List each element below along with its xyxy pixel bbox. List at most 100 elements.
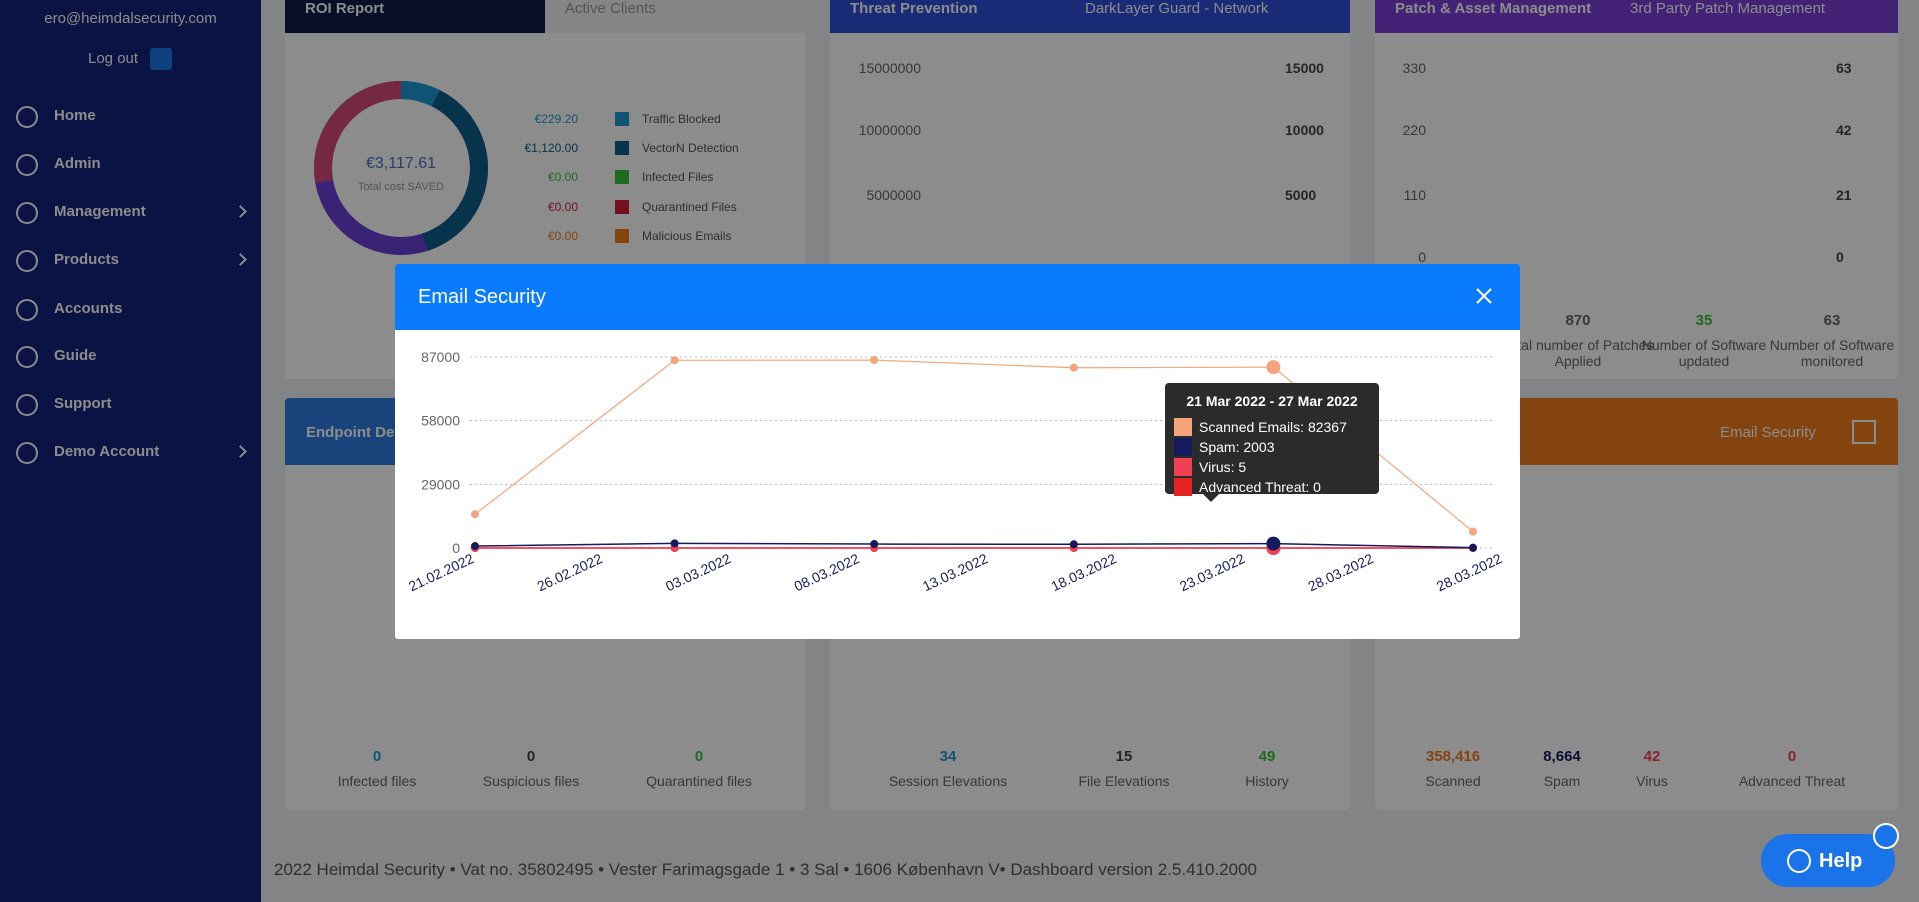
user-email: ero@heimdalsecurity.com (44, 10, 217, 27)
nav-text: Admin (54, 155, 101, 172)
nav-icon (16, 442, 38, 464)
stat: 49 History (1187, 748, 1347, 789)
chart: 0 29000 58000 87000 21.02.2022 26.02.2022 03.0… (406, 349, 1504, 594)
data-point (670, 539, 679, 548)
nav-text: Home (54, 107, 96, 124)
nav-item[interactable]: Guide (0, 336, 261, 376)
y2-tick-label: 42 (1836, 122, 1852, 138)
nav-item[interactable]: Admin (0, 144, 261, 184)
data-point (471, 510, 479, 519)
nav-text: Accounts (54, 300, 123, 317)
stat-label: Suspicious files (482, 773, 580, 789)
legend-swatch (615, 200, 629, 214)
help-close[interactable] (1873, 823, 1899, 849)
nav-item[interactable]: Support (0, 384, 261, 424)
data-point (1266, 536, 1281, 551)
donut-ring (314, 81, 488, 255)
tooltip-swatch (1174, 418, 1192, 436)
nav-text: Guide (54, 347, 97, 364)
dropdown[interactable]: 3rd Party Patch Management (1630, 0, 1826, 17)
nav-icon (16, 106, 38, 128)
help-icon (1787, 849, 1811, 873)
x-tick-label: 18.03.2022 (1048, 550, 1118, 594)
tooltip-row: Virus: 5 (1199, 459, 1246, 475)
nav-item[interactable]: Products (0, 240, 261, 280)
card-title: Patch & Asset Management (1395, 0, 1592, 17)
y-tick-label: 29000 (421, 476, 460, 492)
roi-total: €3,117.61 (366, 155, 436, 172)
data-point (1069, 363, 1078, 372)
logout-icon[interactable] (150, 48, 172, 70)
stat: 0 Suspicious files (451, 748, 611, 789)
tooltip-row: Spam: 2003 (1199, 439, 1275, 455)
nav-item[interactable]: Accounts (0, 289, 261, 329)
nav-icon (16, 250, 38, 272)
stat-label: History (1245, 773, 1289, 789)
stat: 870 Total number of Patches Applied (1498, 312, 1658, 369)
tooltip-row: Advanced Threat: 0 (1199, 479, 1321, 495)
y2-tick-label: 15000 (1285, 60, 1324, 76)
x-tick-label: 03.03.2022 (663, 550, 733, 594)
stat: 35 Number of Software updated (1624, 312, 1784, 369)
stat-value: 0 (372, 748, 382, 765)
y-tick-label: 87000 (421, 349, 460, 365)
legend-value: €1,120.00 (524, 141, 578, 155)
tooltip-swatch (1174, 458, 1192, 476)
legend-label: VectorN Detection (642, 141, 739, 155)
stat-value: 8,664 (1543, 748, 1581, 765)
expand-icon[interactable] (1852, 420, 1876, 444)
y-tick-label: 220 (1402, 122, 1426, 138)
nav-item[interactable]: Home (0, 96, 261, 136)
stat-label: Scanned (1425, 773, 1481, 789)
data-point (870, 540, 879, 549)
x-tick-label: 28.03.2022 (1305, 550, 1375, 594)
stat-label: Virus (1636, 773, 1668, 789)
dropdown[interactable]: Email Security (1720, 424, 1816, 441)
stat: 0 Quarantined files (619, 748, 779, 789)
dropdown[interactable]: DarkLayer Guard - Network (1085, 0, 1269, 17)
close-button[interactable] (1475, 287, 1493, 305)
stat-label: Infected files (337, 773, 417, 789)
modal-title: Email Security (418, 286, 546, 308)
data-point (1266, 360, 1281, 375)
nav-item[interactable]: Demo Account (0, 432, 261, 472)
y-tick-label: 330 (1402, 60, 1426, 76)
stat: 15 File Elevations (1044, 748, 1204, 789)
nav-icon (16, 394, 38, 416)
stat-value: 35 (1695, 312, 1713, 329)
x-tick-label: 28.03.2022 (1434, 550, 1504, 594)
tab[interactable]: ROI Report (305, 0, 385, 17)
legend-value: €0.00 (547, 229, 578, 243)
help-button[interactable]: Help (1761, 823, 1899, 887)
legend-swatch (615, 112, 629, 126)
roi-donut: €3,117.61 Total cost SAVED (314, 81, 488, 255)
nav-icon (16, 299, 38, 321)
help-text: Help (1819, 850, 1863, 872)
y-tick-label: 58000 (421, 413, 460, 429)
nav-text: Support (54, 395, 112, 412)
y2-tick-label: 63 (1836, 60, 1852, 76)
stat: 34 Session Elevations (868, 748, 1028, 789)
legend-label: Malicious Emails (642, 229, 732, 243)
stat-label: File Elevations (1078, 773, 1170, 789)
legend-value: €0.00 (547, 200, 578, 214)
modal-header: Email Security (395, 264, 1520, 330)
stat-label: Session Elevations (888, 773, 1008, 789)
data-point (471, 542, 479, 551)
y2-tick-label: 21 (1836, 187, 1852, 203)
x-tick-label: 23.03.2022 (1177, 550, 1247, 594)
nav-item[interactable]: Management (0, 192, 261, 232)
tooltip-title: 21 Mar 2022 - 27 Mar 2022 (1186, 393, 1357, 409)
data-point (1069, 540, 1078, 549)
tooltip-arrow (1203, 494, 1219, 502)
legend-value: €0.00 (547, 170, 578, 184)
y2-tick-label: 10000 (1285, 122, 1324, 138)
logout-link[interactable]: Log out (88, 50, 139, 67)
series-line (474, 542, 1474, 549)
modal: Email Security 0 29000 58000 87000 21.02.202… (395, 264, 1520, 639)
tab[interactable]: Active Clients (545, 0, 805, 33)
stat-value: 49 (1258, 748, 1276, 765)
roi-total-label: Total cost SAVED (358, 181, 444, 193)
